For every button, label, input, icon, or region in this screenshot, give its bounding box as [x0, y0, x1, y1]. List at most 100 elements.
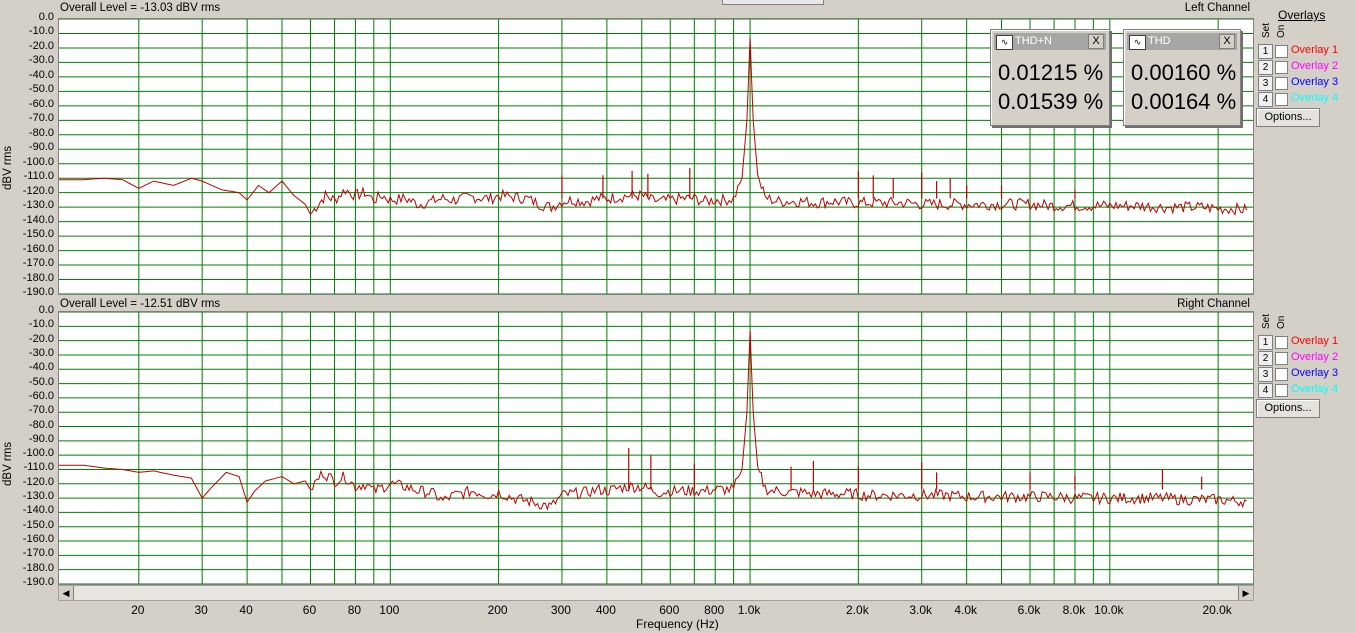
meter-titlebar[interactable]: ∿ THD+N X [994, 33, 1106, 50]
x-tick-label: 600 [659, 603, 680, 617]
y-tick-label: -40.0 [28, 361, 54, 374]
overlay-on-checkbox[interactable] [1275, 384, 1288, 397]
x-tick-label: 20.0k [1202, 603, 1232, 617]
y-tick-label: -90.0 [28, 141, 54, 154]
thdn-meter[interactable]: ∿ THD+N X 0.01215 % 0.01539 % [990, 29, 1110, 126]
y-tick-label: -180.0 [22, 561, 54, 574]
meter-title: THD [1148, 35, 1171, 47]
overlay-set-button[interactable]: 4 [1258, 383, 1273, 398]
x-tick-label: 300 [550, 603, 571, 617]
set-label: Set [1261, 22, 1272, 38]
channel-name-label: Right Channel [1177, 298, 1250, 310]
x-tick-label: 100 [379, 603, 400, 617]
x-tick-label: 400 [595, 603, 616, 617]
y-tick-label: -140.0 [22, 213, 54, 226]
horizontal-scrollbar[interactable]: ◀ ▶ [58, 585, 1254, 601]
overlay-label: Overlay 2 [1291, 351, 1339, 363]
overlay-set-button[interactable]: 1 [1258, 335, 1273, 350]
scroll-left-icon[interactable]: ◀ [59, 586, 74, 600]
overlay-label: Overlay 1 [1291, 44, 1339, 56]
y-tick-label: -190.0 [22, 576, 54, 588]
overlay-on-checkbox[interactable] [1275, 352, 1288, 365]
meter-value: 0.01539 % [998, 89, 1104, 114]
meter-value: 0.00164 % [1131, 89, 1237, 114]
y-tick-label: -170.0 [22, 547, 54, 560]
options-button[interactable]: Options... [1256, 108, 1320, 127]
y-tick-label: -50.0 [28, 83, 54, 96]
y-tick-label: -80.0 [28, 418, 54, 431]
overlay-on-checkbox[interactable] [1275, 93, 1288, 106]
y-tick-label: -70.0 [28, 404, 54, 417]
overlay-set-button[interactable]: 3 [1258, 367, 1273, 382]
spectrum-plot[interactable] [58, 311, 1254, 585]
x-tick-label: 6.0k [1017, 603, 1041, 617]
x-tick-label: 30 [194, 603, 208, 617]
x-tick-label: 2.0k [846, 603, 869, 617]
x-tick-label: 1.0k [737, 603, 761, 617]
y-tick-label: -170.0 [22, 257, 54, 270]
y-tick-label: -60.0 [28, 97, 54, 110]
y-tick-label: -110.0 [23, 461, 54, 474]
y-tick-label: -150.0 [22, 228, 54, 241]
meter-titlebar[interactable]: ∿ THD X [1127, 33, 1237, 50]
y-tick-label: -10.0 [28, 318, 54, 331]
y-tick-label: -40.0 [28, 68, 54, 81]
overlay-set-button[interactable]: 4 [1258, 92, 1273, 107]
y-tick-label: -20.0 [28, 332, 54, 345]
close-button[interactable]: X [1219, 34, 1235, 49]
meter-title: THD+N [1015, 35, 1052, 47]
series-line [59, 330, 1247, 511]
on-label: On [1276, 315, 1287, 329]
x-tick-label: 3.0k [909, 603, 933, 617]
x-tick-label: 40 [239, 603, 253, 617]
options-button[interactable]: Options... [1256, 399, 1320, 418]
y-tick-label: -190.0 [22, 286, 54, 298]
y-tick-label: -180.0 [22, 271, 54, 284]
y-tick-label: 0.0 [38, 11, 54, 23]
overlay-set-button[interactable]: 1 [1258, 44, 1273, 59]
set-label: Set [1261, 313, 1272, 329]
y-tick-label: -10.0 [28, 25, 54, 38]
overall-level-label: Overall Level = -12.51 dBV rms [60, 298, 221, 310]
y-tick-label: -160.0 [22, 242, 54, 255]
thd-meter[interactable]: ∿ THD X 0.00160 % 0.00164 % [1123, 29, 1241, 126]
meter-value: 0.01215 % [998, 60, 1104, 85]
x-tick-label: 8.0k [1062, 603, 1086, 617]
overlay-on-checkbox[interactable] [1275, 61, 1288, 74]
overlay-label: Overlay 2 [1291, 60, 1339, 72]
y-tick-label: -120.0 [22, 475, 54, 488]
channel-name-label: Left Channel [1184, 2, 1250, 14]
overlay-set-button[interactable]: 2 [1258, 60, 1273, 75]
top-splitter[interactable] [722, 0, 824, 5]
y-tick-label: -60.0 [28, 389, 54, 402]
y-tick-label: -80.0 [28, 126, 54, 139]
y-tick-label: -50.0 [28, 375, 54, 388]
y-tick-label: -70.0 [28, 112, 54, 125]
overlay-on-checkbox[interactable] [1275, 45, 1288, 58]
overlay-on-checkbox[interactable] [1275, 77, 1288, 90]
y-tick-label: -150.0 [22, 518, 54, 531]
spectrum-svg [59, 311, 1253, 585]
y-tick-label: -160.0 [22, 533, 54, 546]
x-tick-label: 80 [347, 603, 362, 617]
overlay-set-button[interactable]: 2 [1258, 351, 1273, 366]
y-tick-label: -140.0 [22, 504, 54, 517]
x-tick-label: 20 [131, 603, 145, 617]
series-line [59, 37, 1248, 216]
y-tick-label: 0.0 [38, 304, 54, 316]
x-tick-label: 800 [704, 603, 725, 617]
y-tick-label: -120.0 [22, 184, 54, 197]
scroll-right-icon[interactable]: ▶ [1238, 586, 1253, 600]
y-tick-label: -130.0 [22, 199, 54, 212]
overlay-on-checkbox[interactable] [1275, 336, 1288, 349]
waveform-icon: ∿ [996, 35, 1013, 50]
close-button[interactable]: X [1088, 34, 1104, 49]
overlays-header: Overlays [1278, 8, 1326, 22]
overlay-set-button[interactable]: 3 [1258, 76, 1273, 91]
y-tick-label: -30.0 [28, 54, 54, 67]
overlay-on-checkbox[interactable] [1275, 368, 1288, 381]
y-tick-label: -30.0 [28, 346, 54, 359]
overlay-label: Overlay 3 [1291, 76, 1339, 88]
x-tick-label: 200 [487, 603, 508, 617]
y-tick-label: -130.0 [22, 490, 54, 503]
